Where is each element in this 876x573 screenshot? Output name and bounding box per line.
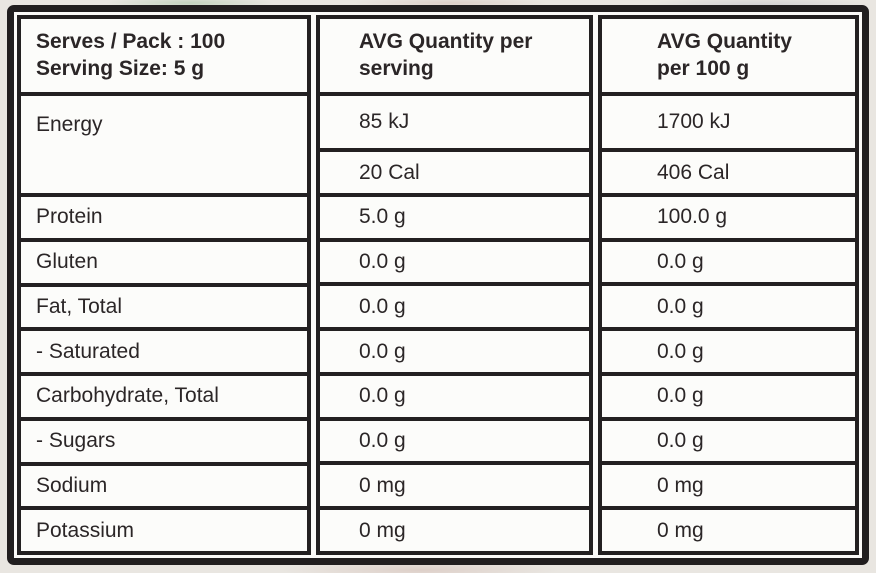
nutrition-information-table: Serves / Pack : 100 Serving Size: 5 g En… (7, 5, 869, 565)
value-protein-per-100g: 100.0 g (598, 192, 859, 242)
row-label-carbohydrate-total: Carbohydrate, Total (17, 372, 311, 421)
row-label-potassium: Potassium (17, 506, 311, 556)
row-label-protein: Protein (17, 193, 311, 242)
row-label-energy: Energy (17, 91, 311, 198)
value-potassium-per-serving: 0 mg (316, 506, 593, 555)
row-label-saturated: - Saturated (17, 327, 311, 377)
per-100g-column: AVG Quantity per 100 g 1700 kJ 406 Cal 1… (598, 15, 859, 555)
value-protein-per-serving: 5.0 g (316, 192, 593, 242)
row-label-fat-total: Fat, Total (17, 282, 311, 332)
value-fat-total-per-serving: 0.0 g (316, 282, 593, 332)
value-energy-cal-per-serving: 20 Cal (316, 148, 593, 197)
per-serving-header-cell: AVG Quantity per serving (316, 15, 593, 96)
serves-per-pack-text: Serves / Pack : 100 (36, 30, 226, 54)
serving-info-header-cell: Serves / Pack : 100 Serving Size: 5 g (17, 15, 311, 96)
value-energy-kj-per-serving: 85 kJ (316, 91, 593, 153)
per-serving-header-line1: AVG Quantity per (359, 30, 533, 54)
value-gluten-per-100g: 0.0 g (598, 237, 859, 287)
per-100g-header-cell: AVG Quantity per 100 g (598, 15, 859, 96)
per-serving-column: AVG Quantity per serving 85 kJ 20 Cal 5.… (316, 15, 593, 555)
value-sugars-per-100g: 0.0 g (598, 416, 859, 466)
value-energy-cal-per-100g: 406 Cal (598, 148, 859, 197)
value-saturated-per-100g: 0.0 g (598, 327, 859, 376)
row-label-sugars: - Sugars (17, 416, 311, 466)
row-label-gluten: Gluten (17, 237, 311, 287)
value-carbohydrate-per-100g: 0.0 g (598, 371, 859, 421)
value-saturated-per-serving: 0.0 g (316, 327, 593, 376)
per-100g-header-line2: per 100 g (657, 57, 750, 81)
value-energy-kj-per-100g: 1700 kJ (598, 91, 859, 153)
value-sodium-per-serving: 0 mg (316, 461, 593, 511)
value-sugars-per-serving: 0.0 g (316, 416, 593, 466)
value-gluten-per-serving: 0.0 g (316, 237, 593, 287)
value-sodium-per-100g: 0 mg (598, 461, 859, 511)
nutrient-column: Serves / Pack : 100 Serving Size: 5 g En… (17, 15, 311, 556)
row-label-sodium: Sodium (17, 461, 311, 511)
per-100g-header-line1: AVG Quantity (657, 30, 792, 54)
serving-size-text: Serving Size: 5 g (36, 57, 205, 81)
value-fat-total-per-100g: 0.0 g (598, 282, 859, 332)
per-serving-header-line2: serving (359, 57, 434, 81)
value-carbohydrate-per-serving: 0.0 g (316, 371, 593, 421)
energy-label-text: Energy (36, 112, 103, 136)
value-potassium-per-100g: 0 mg (598, 506, 859, 555)
